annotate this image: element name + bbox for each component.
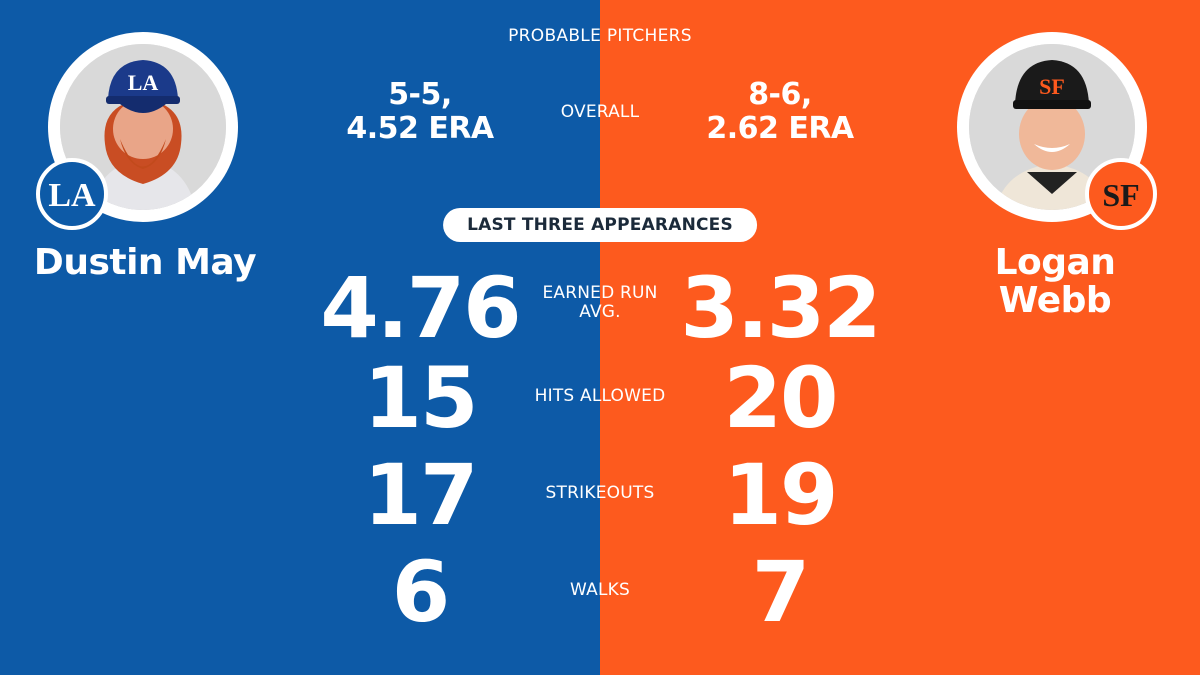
last-three-appearances-pill: LAST THREE APPEARANCES — [443, 208, 757, 242]
right-walks-value: 7 — [751, 543, 810, 641]
left-strikeouts-value: 17 — [363, 446, 479, 544]
overall-label: OVERALL — [560, 102, 640, 122]
right-strikeouts-value: 19 — [723, 446, 839, 544]
svg-text:SF: SF — [1102, 177, 1139, 213]
era-label: EARNED RUN AVG. — [542, 283, 658, 322]
left-walks-value: 6 — [391, 543, 450, 641]
svg-text:SF: SF — [1039, 74, 1065, 99]
right-overall-record: 8-6, 2.62 ERA — [706, 77, 854, 146]
page-title: PROBABLE PITCHERS — [508, 26, 692, 46]
hits-allowed-label: HITS ALLOWED — [534, 386, 666, 406]
sf-logo-icon: SF — [1085, 158, 1157, 230]
right-pitcher-name: Logan Webb — [994, 242, 1116, 321]
right-hits-value: 20 — [723, 349, 839, 447]
logan-webb-avatar: SF — [957, 32, 1147, 222]
left-pitcher-name: Dustin May — [33, 242, 257, 283]
svg-text:LA: LA — [128, 70, 159, 95]
walks-label: WALKS — [570, 580, 630, 600]
right-era-value: 3.32 — [680, 259, 881, 357]
left-era-value: 4.76 — [320, 259, 521, 357]
left-hits-value: 15 — [363, 349, 479, 447]
strikeouts-label: STRIKEOUTS — [545, 483, 655, 503]
la-logo-icon: LA — [36, 158, 108, 230]
left-overall-record: 5-5, 4.52 ERA — [346, 77, 494, 146]
svg-text:LA: LA — [48, 177, 96, 214]
